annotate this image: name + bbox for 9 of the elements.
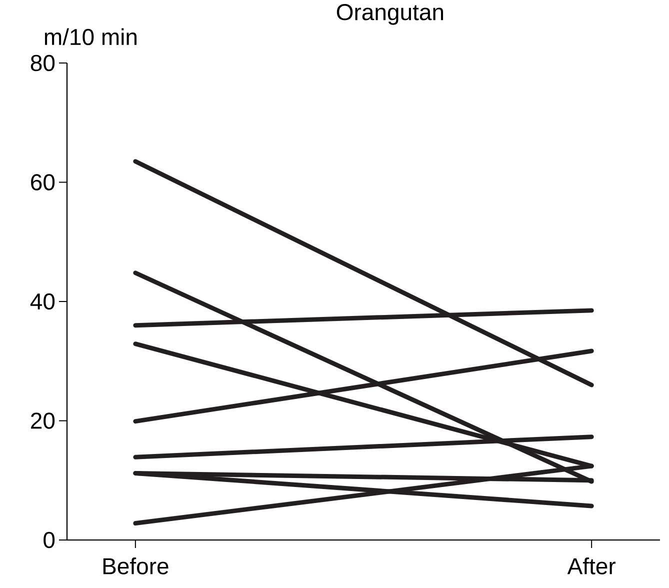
x-tick-label: Before bbox=[103, 558, 168, 574]
y-tick-label: 20 bbox=[31, 412, 55, 429]
chart-title: Orangutan bbox=[336, 4, 444, 25]
y-tick-label: 80 bbox=[30, 54, 55, 72]
y-tick-label: 0 bbox=[44, 532, 55, 548]
x-tick-label: After bbox=[567, 558, 616, 574]
y-tick-label: 60 bbox=[31, 174, 55, 190]
y-axis-title: m/10 min bbox=[44, 28, 136, 46]
y-tick-label: 40 bbox=[30, 293, 55, 310]
